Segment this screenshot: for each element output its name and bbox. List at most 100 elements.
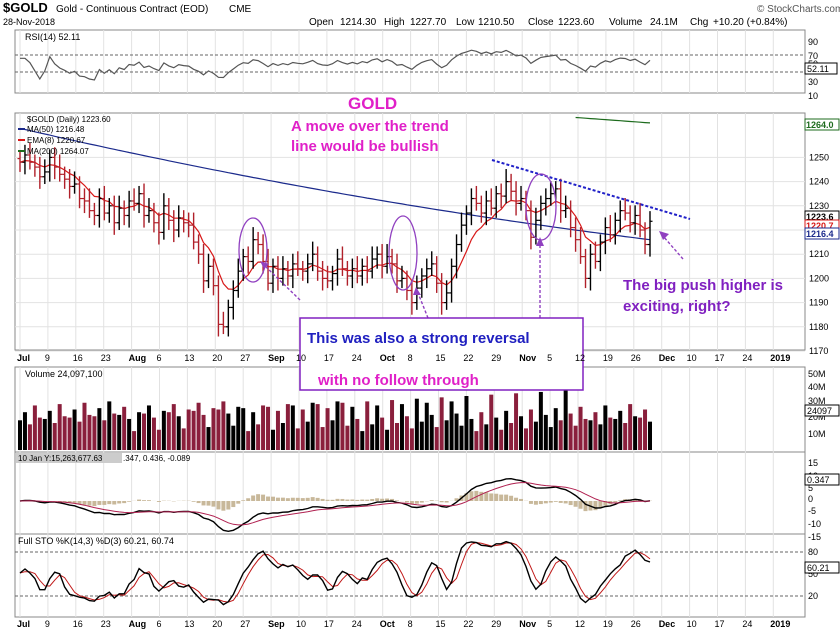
watermark: © StockCharts.com bbox=[757, 4, 840, 15]
volume-bar bbox=[345, 425, 350, 450]
callout-line-2: with no follow through bbox=[317, 372, 479, 389]
volume-bar bbox=[603, 405, 608, 450]
volume-bar bbox=[161, 410, 166, 450]
high-label: High bbox=[384, 17, 405, 28]
x-axis-label: 26 bbox=[631, 353, 641, 363]
macd-hist-bar bbox=[593, 501, 598, 511]
arrowhead-3 bbox=[536, 237, 544, 246]
low-value: 1210.50 bbox=[478, 17, 515, 28]
macd-hist-bar bbox=[519, 498, 524, 501]
x-axis-labels-bottom: Jul 9 16 23 Aug 6 13 20 27 Sep 10 17 24 Oct 8 15 22 29 Nov… bbox=[17, 619, 790, 629]
ma200-tag-bg bbox=[804, 118, 840, 131]
volume-bar bbox=[82, 402, 87, 450]
volume-bar bbox=[142, 413, 147, 450]
price-tags: 1264.0 1223.6 1220.7 1216.4 bbox=[804, 118, 840, 240]
x-axis-label: 13 bbox=[184, 353, 194, 363]
macd-hist-bar bbox=[206, 501, 211, 506]
volume-bar bbox=[335, 401, 340, 450]
arrowhead-1 bbox=[260, 261, 269, 269]
rsi-panel bbox=[14, 29, 806, 94]
price-tick-label: 1190 bbox=[809, 298, 828, 308]
volume-bar bbox=[127, 418, 132, 450]
macd-hist-bar bbox=[137, 499, 142, 501]
macd-hist-bar bbox=[241, 500, 246, 501]
macd-hist-bar bbox=[285, 498, 290, 501]
macd-hist-bar bbox=[528, 501, 533, 504]
ema8-line bbox=[19, 159, 651, 290]
macd-hist-bar bbox=[122, 501, 127, 504]
volume-bar bbox=[330, 420, 335, 450]
volume-bar bbox=[598, 424, 603, 450]
vol-tick-20m: 20M bbox=[808, 412, 826, 422]
volume-bar bbox=[553, 408, 558, 450]
macd-hist-bar bbox=[469, 491, 474, 501]
x-axis-label: 10 bbox=[687, 353, 697, 363]
volume-bar bbox=[419, 421, 424, 450]
rsi-label: RSI(14) 52.11 bbox=[25, 32, 80, 42]
macd-hist-bar bbox=[583, 501, 588, 512]
ticker-title: $GOLD bbox=[3, 0, 48, 15]
macd-hist-bar bbox=[295, 497, 300, 501]
macd-hist-bar bbox=[603, 501, 608, 506]
x-axis-label: 6 bbox=[157, 619, 162, 629]
macd-hist-bar bbox=[548, 501, 553, 503]
volume-bar bbox=[107, 401, 112, 450]
volume-bar bbox=[171, 404, 176, 450]
macd-hist-bar bbox=[489, 493, 494, 501]
macd-hist-bar bbox=[504, 494, 509, 501]
volume-bar bbox=[166, 412, 171, 450]
volume-bar bbox=[395, 423, 400, 450]
volume-bar bbox=[380, 417, 385, 450]
volume-bar bbox=[231, 425, 236, 450]
rsi-tick-90: 90 bbox=[808, 37, 818, 47]
x-axis-label: 29 bbox=[491, 619, 501, 629]
macd-hist-bar bbox=[191, 501, 196, 502]
chg-label: Chg bbox=[690, 17, 708, 28]
volume-bar bbox=[514, 393, 519, 450]
macd-line bbox=[19, 477, 651, 533]
macd-hist-bar bbox=[201, 501, 206, 506]
arrow-1 bbox=[263, 264, 301, 301]
volume-bar bbox=[548, 427, 553, 450]
volume-bar bbox=[494, 417, 499, 450]
macd-hist-bar bbox=[221, 501, 226, 511]
x-axis-label: 24 bbox=[352, 619, 362, 629]
volume-bar bbox=[241, 408, 246, 450]
macd-hist-bar bbox=[499, 494, 504, 501]
sto-label: Full STO %K(14,3) %D(3) 60.21, 60.74 bbox=[18, 536, 174, 546]
macd-hist-bar bbox=[429, 500, 434, 501]
annotation-line-1: A move over the trend bbox=[291, 118, 449, 135]
volume-bar bbox=[399, 404, 404, 450]
macd-hist-bar bbox=[72, 501, 77, 504]
volume-bar bbox=[588, 420, 593, 450]
rsi-tick-30: 30 bbox=[808, 77, 818, 87]
volume-bar bbox=[310, 402, 315, 450]
volume-bar bbox=[618, 410, 623, 450]
annotation-title: GOLD bbox=[348, 94, 397, 113]
volume-bar bbox=[146, 405, 151, 450]
volume-bar bbox=[181, 428, 186, 450]
x-axis-label: 29 bbox=[491, 353, 501, 363]
macd-hist-bar bbox=[553, 501, 558, 502]
price-tick-label: 1180 bbox=[809, 322, 828, 332]
macd-indicator: 10 Jan Y:15,263,677.63 .347, 0.436, -0.0… bbox=[16, 453, 840, 542]
volume-bar bbox=[429, 414, 434, 450]
volume-bar bbox=[434, 427, 439, 450]
macd-hist-bar bbox=[464, 493, 469, 501]
ohlc-summary: Open 1214.30 High 1227.70 Low 1210.50 Cl… bbox=[309, 17, 788, 28]
open-value: 1214.30 bbox=[340, 17, 377, 28]
volume-bar bbox=[489, 394, 494, 450]
volume-bar bbox=[479, 412, 484, 450]
macd-hist-bar bbox=[67, 501, 72, 504]
legend-ma200: MA(200) 1264.07 bbox=[27, 147, 89, 156]
volume-bar bbox=[206, 427, 211, 450]
x-axis-label: Jul bbox=[17, 619, 30, 629]
macd-hist-bar bbox=[261, 494, 266, 501]
macd-hist-bar bbox=[142, 500, 147, 501]
arrowhead-2 bbox=[413, 287, 421, 295]
macd-label-bg bbox=[16, 453, 122, 463]
volume-bar bbox=[132, 431, 137, 450]
arrow-2 bbox=[417, 292, 429, 319]
volume-bar bbox=[484, 424, 489, 450]
macd-hist-bar bbox=[345, 499, 350, 501]
